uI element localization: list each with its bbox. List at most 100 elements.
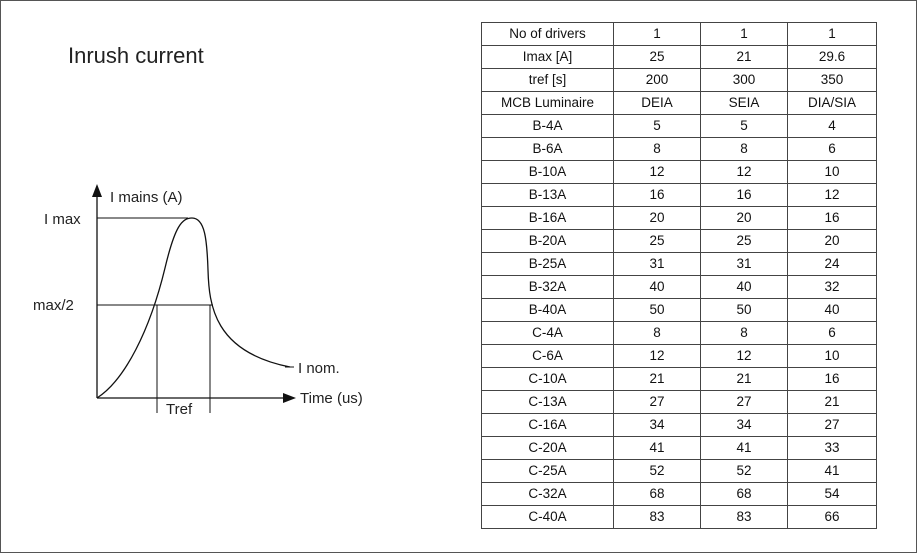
table-cell: 8 <box>613 321 701 345</box>
table-cell: C-6A <box>481 344 614 368</box>
table-row: B-4A 5 5 4 <box>481 114 877 138</box>
table-cell: B-25A <box>481 252 614 276</box>
table-cell: MCB Luminaire <box>481 91 614 115</box>
table-cell: 52 <box>613 459 701 483</box>
table-row: B-13A 16 16 12 <box>481 183 877 207</box>
table-cell: Imax [A] <box>481 45 614 69</box>
table-cell: 24 <box>787 252 877 276</box>
table-cell: DIA/SIA <box>787 91 877 115</box>
table-cell: B-13A <box>481 183 614 207</box>
table-cell: 20 <box>700 206 788 230</box>
table-cell: C-16A <box>481 413 614 437</box>
table-cell: 8 <box>613 137 701 161</box>
table-cell: 12 <box>613 344 701 368</box>
table-cell: 10 <box>787 344 877 368</box>
table-cell: 50 <box>700 298 788 322</box>
table-cell: 8 <box>700 137 788 161</box>
table-cell: B-10A <box>481 160 614 184</box>
table-header-row: tref [s] 200 300 350 <box>481 68 877 92</box>
table-cell: 21 <box>787 390 877 414</box>
table-row: B-25A 31 31 24 <box>481 252 877 276</box>
table-cell: C-10A <box>481 367 614 391</box>
table-cell: 8 <box>700 321 788 345</box>
table-cell: 40 <box>787 298 877 322</box>
table-row: B-10A 12 12 10 <box>481 160 877 184</box>
table-cell: 25 <box>613 45 701 69</box>
half-max-label: max/2 <box>33 297 74 314</box>
table-cell: C-13A <box>481 390 614 414</box>
x-axis-arrow-icon <box>283 393 296 403</box>
table-cell: 54 <box>787 482 877 506</box>
table-cell: 200 <box>613 68 701 92</box>
table-row: B-16A 20 20 16 <box>481 206 877 230</box>
table-cell: B-20A <box>481 229 614 253</box>
inrush-current-diagram: I mains (A) I max max/2 I nom. Time (us)… <box>33 184 363 418</box>
table-cell: C-20A <box>481 436 614 460</box>
table-row: C-13A 27 27 21 <box>481 390 877 414</box>
table-cell: DEIA <box>613 91 701 115</box>
table-cell: 50 <box>613 298 701 322</box>
table-cell: 52 <box>700 459 788 483</box>
mcb-table: No of drivers 1 1 1 Imax [A] 25 21 29.6 tref [s]… <box>481 22 877 529</box>
table-cell: 41 <box>787 459 877 483</box>
table-cell: 40 <box>700 275 788 299</box>
table-cell: 21 <box>613 367 701 391</box>
table-cell: 34 <box>700 413 788 437</box>
table-cell: 25 <box>700 229 788 253</box>
table-cell: C-40A <box>481 505 614 529</box>
table-header-row: Imax [A] 25 21 29.6 <box>481 45 877 69</box>
table-cell: 41 <box>613 436 701 460</box>
table-cell: 32 <box>787 275 877 299</box>
tref-label: Tref <box>166 401 193 418</box>
page-title: Inrush current <box>68 43 204 68</box>
table-cell: 1 <box>700 22 788 46</box>
table-cell: 6 <box>787 137 877 161</box>
table-cell: 68 <box>700 482 788 506</box>
table-cell: C-32A <box>481 482 614 506</box>
table-row: C-10A 21 21 16 <box>481 367 877 391</box>
table-cell: 20 <box>613 206 701 230</box>
table-cell: 16 <box>613 183 701 207</box>
table-cell: 68 <box>613 482 701 506</box>
table-cell: 350 <box>787 68 877 92</box>
table-cell: 20 <box>787 229 877 253</box>
table-row: B-32A 40 40 32 <box>481 275 877 299</box>
table-cell: 4 <box>787 114 877 138</box>
table-cell: 27 <box>787 413 877 437</box>
table-cell: 31 <box>613 252 701 276</box>
table-cell: 16 <box>787 206 877 230</box>
table-row: C-4A 8 8 6 <box>481 321 877 345</box>
table-cell: 83 <box>613 505 701 529</box>
table-cell: 41 <box>700 436 788 460</box>
table-cell: 25 <box>613 229 701 253</box>
table-row: C-32A 68 68 54 <box>481 482 877 506</box>
table-header-row: No of drivers 1 1 1 <box>481 22 877 46</box>
table-cell: 16 <box>787 367 877 391</box>
table-cell: 12 <box>787 183 877 207</box>
y-axis-label: I mains (A) <box>110 189 183 206</box>
table-cell: 34 <box>613 413 701 437</box>
table-cell: 12 <box>613 160 701 184</box>
table-cell: B-16A <box>481 206 614 230</box>
x-axis-label: Time (us) <box>300 390 363 407</box>
table-row: C-6A 12 12 10 <box>481 344 877 368</box>
table-cell: B-6A <box>481 137 614 161</box>
imax-label: I max <box>44 211 81 228</box>
table-cell: 31 <box>700 252 788 276</box>
inrush-curve <box>96 217 291 399</box>
table-cell: 5 <box>700 114 788 138</box>
table-cell: 66 <box>787 505 877 529</box>
table-cell: B-32A <box>481 275 614 299</box>
table-row: B-20A 25 25 20 <box>481 229 877 253</box>
table-cell: 12 <box>700 160 788 184</box>
table-cell: 1 <box>613 22 701 46</box>
table-cell: 33 <box>787 436 877 460</box>
table-header-row: MCB Luminaire DEIA SEIA DIA/SIA <box>481 91 877 115</box>
nominal-label: I nom. <box>298 360 340 377</box>
table-row: C-16A 34 34 27 <box>481 413 877 437</box>
table-cell: No of drivers <box>481 22 614 46</box>
table-cell: 27 <box>613 390 701 414</box>
table-cell: 21 <box>700 367 788 391</box>
table-cell: 300 <box>700 68 788 92</box>
table-row: C-40A 83 83 66 <box>481 505 877 529</box>
